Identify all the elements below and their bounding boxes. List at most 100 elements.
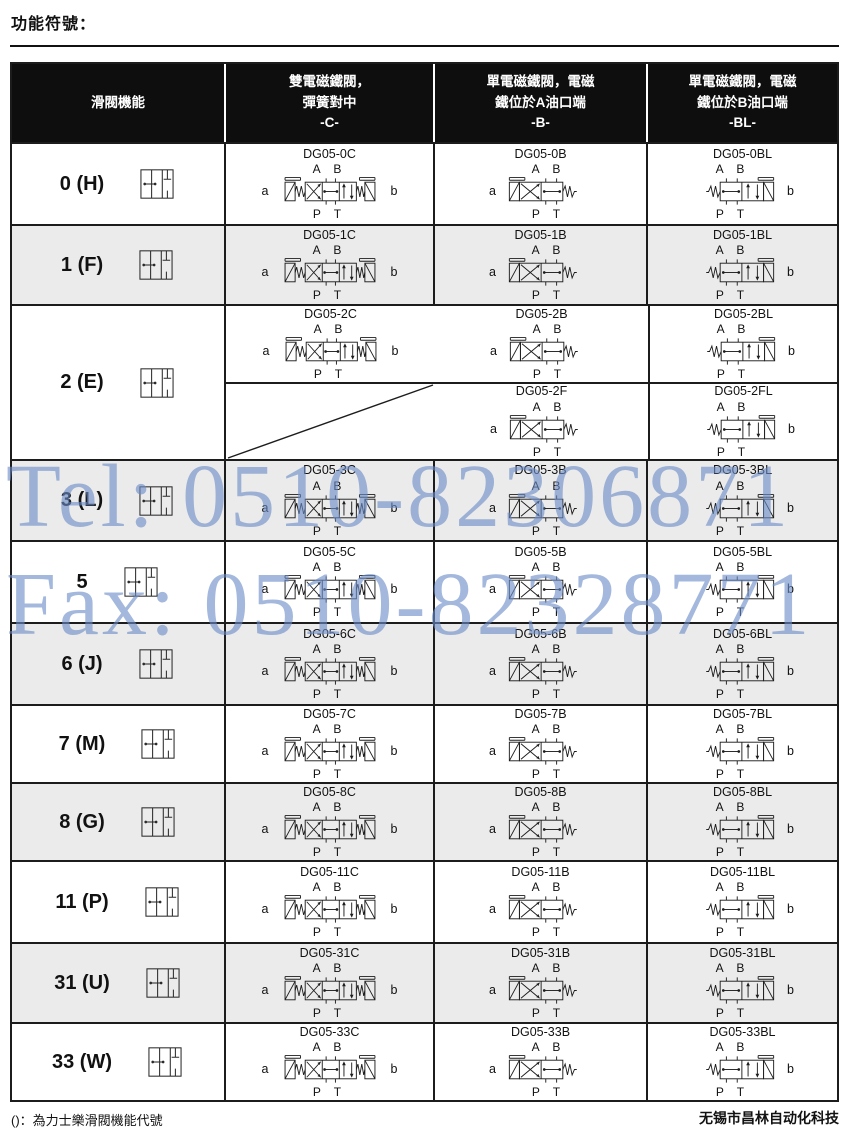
valve-body-icon bbox=[284, 493, 375, 522]
valve-body-icon bbox=[284, 1055, 375, 1084]
port-labels-pt: P T bbox=[716, 444, 751, 459]
valve-cell: DG05-33BL A B b P T bbox=[646, 1024, 837, 1100]
model-number: DG05-3C bbox=[303, 463, 356, 478]
model-number: DG05-7BL bbox=[712, 706, 773, 721]
function-label: 1 (F) bbox=[60, 253, 104, 276]
valve-symbol-solenoid-b: A B b P T bbox=[692, 322, 795, 381]
valve-body-icon bbox=[508, 895, 578, 924]
port-labels-ab: A B bbox=[312, 800, 347, 815]
header-text: 雙電磁鐵閥， bbox=[289, 73, 370, 89]
model-number: DG05-6C bbox=[303, 626, 356, 641]
port-labels-pt: P T bbox=[531, 523, 566, 538]
valve-symbol-solenoid-a: A B a P T bbox=[490, 322, 593, 381]
valve-cell: DG05-33C A B a b P T bbox=[224, 1024, 433, 1100]
port-labels-pt: P T bbox=[531, 845, 566, 860]
valve-body-icon bbox=[284, 657, 375, 686]
valve-cell: DG05-31B A B a P T bbox=[433, 944, 646, 1022]
model-number: DG05-1C bbox=[303, 227, 356, 242]
solenoid-a-label: a bbox=[261, 822, 269, 837]
valve-symbol-solenoid-a: A B a P T bbox=[489, 961, 592, 1020]
port-labels-pt: P T bbox=[715, 523, 750, 538]
port-labels-ab: A B bbox=[531, 1040, 566, 1055]
solenoid-b-label: b bbox=[787, 983, 794, 998]
solenoid-b-label: b bbox=[390, 184, 398, 199]
model-number: DG05-7B bbox=[514, 706, 567, 721]
valve-body-icon bbox=[705, 657, 775, 686]
port-labels-ab: A B bbox=[531, 961, 566, 976]
valve-cell: DG05-31C A B a b P T bbox=[224, 944, 433, 1022]
valve-symbol-solenoid-a: A B a P T bbox=[489, 642, 592, 701]
solenoid-a-label: a bbox=[489, 582, 496, 597]
port-labels-pt: P T bbox=[312, 687, 347, 702]
header-text: 彈簧對中 bbox=[302, 94, 357, 110]
spool-mini-symbol-icon bbox=[143, 885, 181, 919]
valve-symbol-solenoid-a: A B a P T bbox=[489, 722, 592, 781]
valve-body-icon bbox=[705, 895, 775, 924]
valve-symbol-solenoid-a: A B a P T bbox=[489, 560, 592, 619]
valve-symbol-solenoid-a: A B a P T bbox=[489, 880, 592, 939]
port-labels-ab: A B bbox=[716, 399, 751, 414]
valve-symbol-solenoid-b: A B b P T bbox=[691, 560, 794, 619]
spool-mini-symbol-icon bbox=[139, 727, 177, 761]
solenoid-b-label: b bbox=[787, 664, 794, 679]
valve-cell: DG05-2F A B a P T bbox=[435, 384, 648, 459]
valve-body-icon bbox=[508, 258, 578, 287]
header-double-solenoid-c: 雙電磁鐵閥， 彈簧對中 -C- bbox=[224, 64, 433, 142]
table-row: 3 (L) DG05-3C A B a b P T DG05-3B A B a P… bbox=[12, 459, 837, 540]
valve-cell: DG05-2BL A B b P T bbox=[648, 306, 837, 382]
table-row: 8 (G) DG05-8C A B a b P T DG05-8B A B a P… bbox=[12, 782, 837, 860]
solenoid-b-label: b bbox=[787, 902, 794, 917]
port-labels-pt: P T bbox=[312, 767, 347, 782]
spool-mini-symbol-icon bbox=[139, 805, 177, 839]
solenoid-b-label: b bbox=[787, 744, 794, 759]
port-labels-ab: A B bbox=[312, 162, 347, 177]
model-number: DG05-6B bbox=[514, 626, 567, 641]
function-cell: 6 (J) bbox=[12, 624, 224, 704]
solenoid-a-label: a bbox=[261, 664, 269, 679]
solenoid-b-label: b bbox=[787, 582, 794, 597]
footer-note: ()：為力士樂滑閥機能代號 bbox=[11, 1113, 163, 1128]
solenoid-a-label: a bbox=[262, 344, 270, 359]
port-labels-ab: A B bbox=[716, 322, 751, 337]
valve-symbol-double-solenoid: A B a b P T bbox=[262, 642, 398, 701]
header-code: -B- bbox=[531, 115, 550, 131]
port-labels-pt: P T bbox=[312, 207, 347, 222]
valve-cell: DG05-7B A B a P T bbox=[433, 706, 646, 782]
solenoid-a-label: a bbox=[490, 344, 497, 359]
valve-body-icon bbox=[284, 177, 375, 206]
port-labels-ab: A B bbox=[532, 322, 567, 337]
valve-symbol-solenoid-b: A B b P T bbox=[691, 243, 794, 302]
valve-cell: DG05-3BL A B b P T bbox=[646, 461, 837, 540]
solenoid-b-label: b bbox=[390, 582, 398, 597]
function-label: 5 bbox=[76, 570, 88, 593]
header-text: 鐵位於B油口端 bbox=[697, 94, 788, 110]
valve-symbol-solenoid-b: A B b P T bbox=[691, 961, 794, 1020]
function-cell: 7 (M) bbox=[12, 706, 224, 782]
port-labels-ab: A B bbox=[531, 243, 566, 258]
model-number: DG05-31BL bbox=[709, 945, 776, 960]
valve-cell: DG05-2C A B a b P T bbox=[226, 306, 435, 382]
model-number: DG05-31B bbox=[510, 945, 571, 960]
spool-mini-symbol-icon bbox=[137, 647, 175, 681]
valve-cell: DG05-6C A B a b P T bbox=[224, 624, 433, 704]
valve-symbol-solenoid-a: A B a P T bbox=[489, 162, 592, 221]
solenoid-b-label: b bbox=[390, 902, 398, 917]
valve-body-icon bbox=[284, 976, 375, 1005]
port-labels-pt: P T bbox=[531, 1085, 566, 1100]
valve-cell: DG05-5BL A B b P T bbox=[646, 542, 837, 622]
valve-body-icon bbox=[508, 657, 578, 686]
spool-mini-symbol-icon bbox=[137, 484, 175, 518]
solenoid-a-label: a bbox=[489, 744, 496, 759]
solenoid-b-label: b bbox=[787, 822, 794, 837]
valve-symbol-solenoid-a: A B a P T bbox=[490, 400, 593, 459]
valve-symbol-solenoid-a: A B a P T bbox=[489, 800, 592, 859]
spool-mini-symbol-icon bbox=[144, 966, 182, 1000]
valve-body-icon bbox=[508, 493, 578, 522]
valve-body-icon bbox=[508, 575, 578, 604]
solenoid-b-label: b bbox=[787, 265, 794, 280]
model-number: DG05-33BL bbox=[709, 1024, 776, 1039]
function-label: 31 (U) bbox=[54, 971, 110, 994]
header-single-solenoid-a: 單電磁鐵閥，電磁 鐵位於A油口端 -B- bbox=[433, 64, 646, 142]
port-labels-pt: P T bbox=[312, 288, 347, 303]
port-labels-pt: P T bbox=[715, 288, 750, 303]
